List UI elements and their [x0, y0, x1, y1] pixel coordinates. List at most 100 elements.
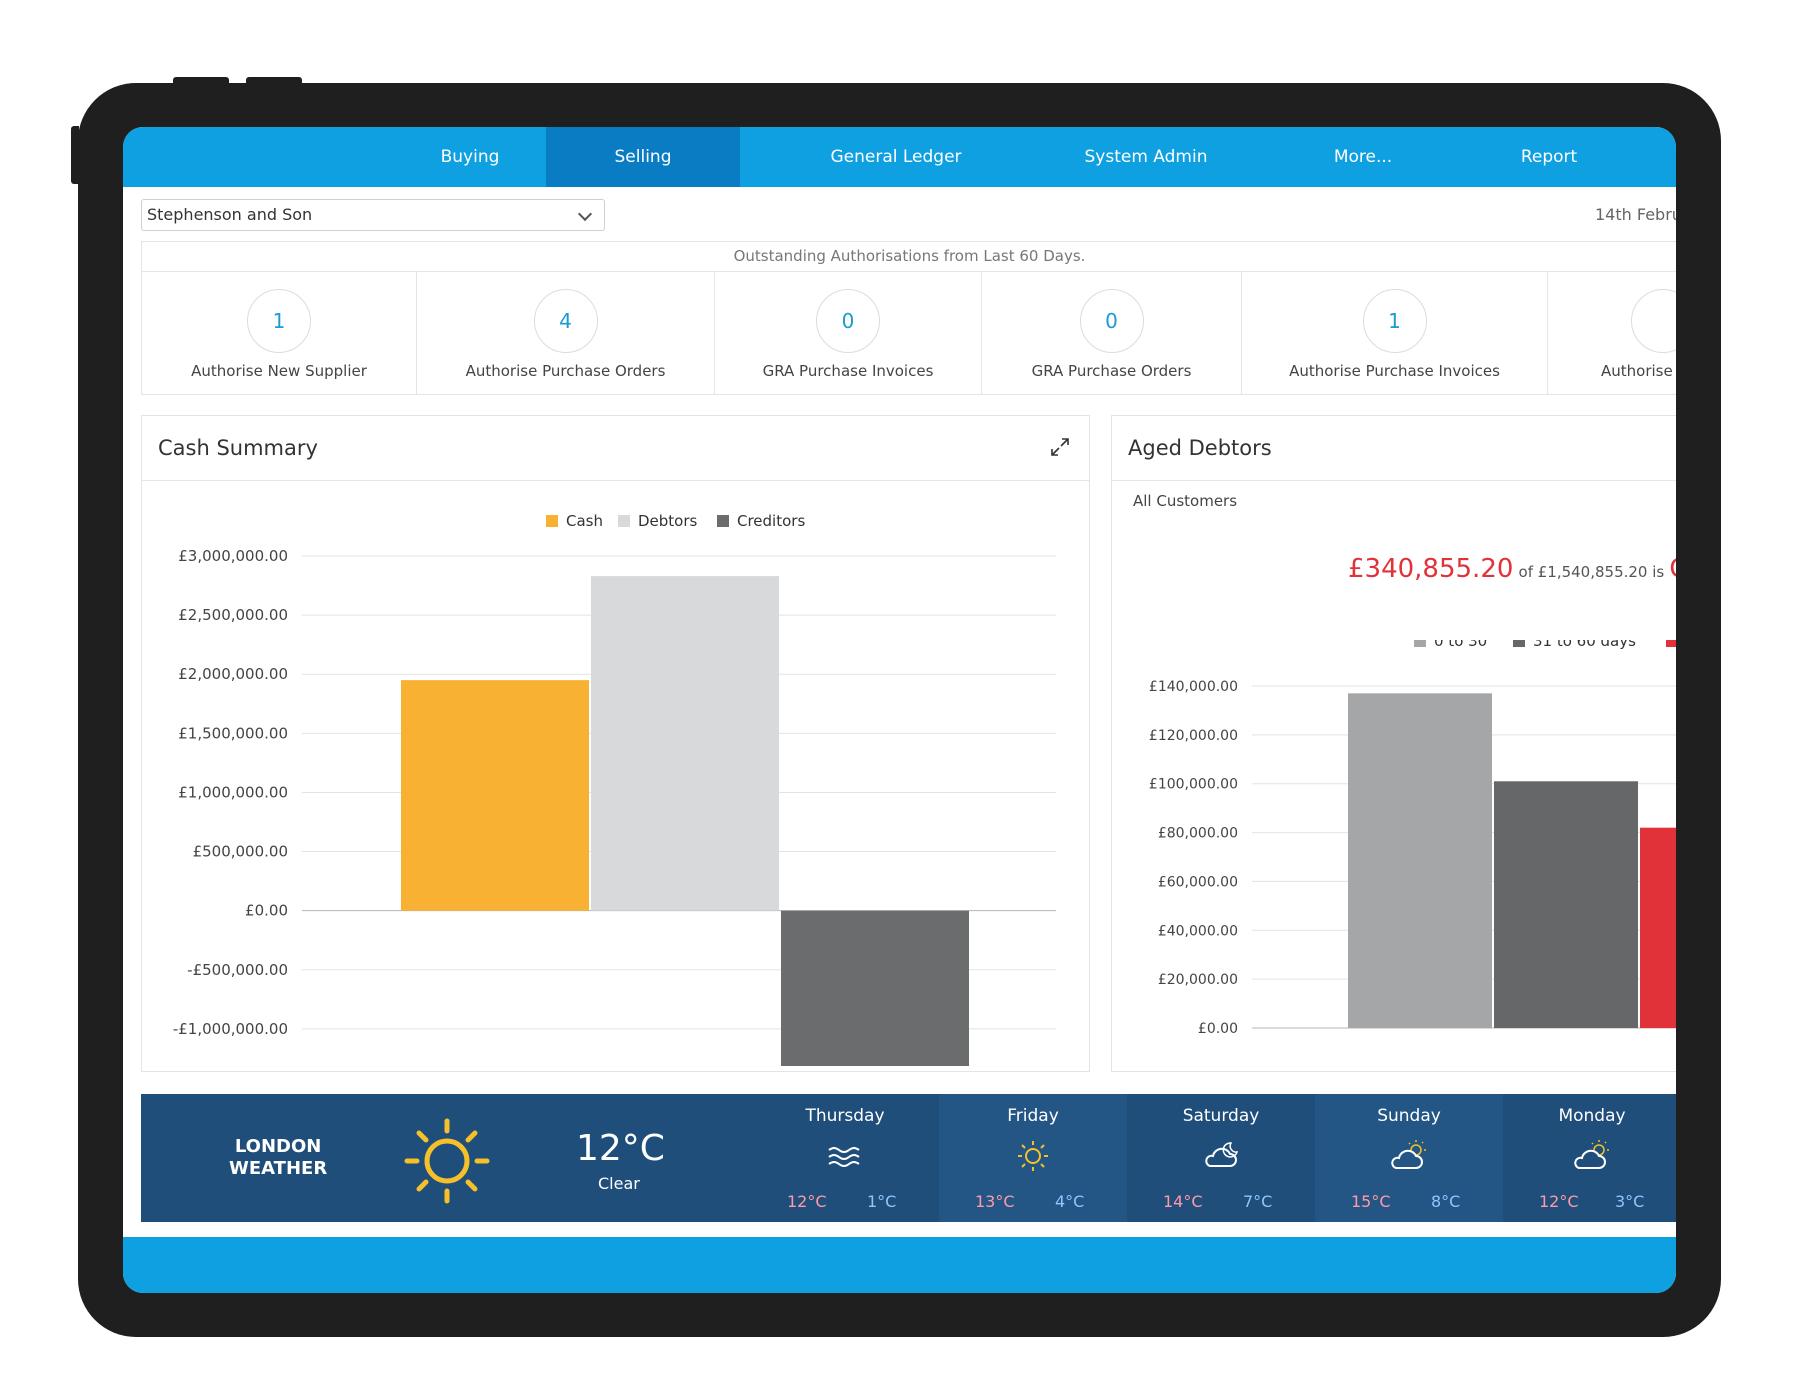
- aged-debtors-panel: Aged Debtors All Customers £340,855.20 o…: [1111, 415, 1676, 1072]
- y-tick-label: £2,500,000.00: [178, 606, 288, 624]
- device-button-side: [71, 126, 79, 184]
- nav-selling[interactable]: Selling: [546, 127, 740, 187]
- forecast-day-name: Sunday: [1377, 1106, 1441, 1126]
- nav-report[interactable]: Report: [1520, 147, 1578, 167]
- forecast-high: 15°C: [1351, 1192, 1391, 1211]
- auth-label: Authorise New Supplier: [191, 362, 367, 380]
- y-tick-label: £3,000,000.00: [178, 547, 288, 565]
- auth-count: [1631, 289, 1676, 353]
- nav-more[interactable]: More...: [1333, 147, 1393, 167]
- auth-label: GRA Purchase Invoices: [762, 362, 934, 380]
- weather-widget: LONDON WEATHER 12°C Clear Thursday: [141, 1094, 1676, 1222]
- overdue-total-text: of £1,540,855.20 is: [1518, 563, 1665, 581]
- forecast-low: 7°C: [1243, 1192, 1273, 1211]
- forecast-low: 4°C: [1055, 1192, 1085, 1211]
- tablet-screen: Buying Selling General Ledger System Adm…: [123, 127, 1676, 1293]
- auth-label: Authorise Purchase Orders: [465, 362, 666, 380]
- cash-summary-panel: Cash Summary £3,000,000.00 £2,500,000.00 £…: [141, 415, 1090, 1072]
- forecast-day-name: Thursday: [805, 1106, 885, 1126]
- overdue-summary: £340,855.20 of £1,540,855.20 is Ov: [1348, 554, 1676, 584]
- device-button-top-2: [246, 77, 302, 85]
- cash-summary-chart: £3,000,000.00 £2,500,000.00 £2,000,000.00 £…: [173, 512, 1056, 1066]
- y-tick-label: £100,000.00: [1149, 777, 1238, 793]
- cash-summary-title: Cash Summary: [158, 436, 318, 460]
- y-tick-label: £80,000.00: [1158, 826, 1238, 842]
- current-temperature: 12°C: [576, 1128, 665, 1169]
- forecast-high: 13°C: [975, 1192, 1015, 1211]
- authorisations-panel: Outstanding Authorisations from Last 60 …: [141, 241, 1676, 395]
- partly-cloudy-icon: [1391, 1140, 1426, 1169]
- auth-label: Authorise S: [1601, 362, 1676, 380]
- auth-item-partial[interactable]: Authorise S: [1548, 272, 1676, 394]
- auth-count: 1: [247, 289, 311, 353]
- forecast-day-name: Monday: [1558, 1106, 1626, 1126]
- weather-city: LONDON WEATHER: [229, 1136, 327, 1180]
- auth-item-new-supplier[interactable]: 1 Authorise New Supplier: [142, 272, 417, 394]
- legend-swatch: [1414, 640, 1426, 647]
- auth-label: GRA Purchase Orders: [1031, 362, 1192, 380]
- auth-count: 0: [816, 289, 880, 353]
- customer-filter[interactable]: All Customers: [1133, 492, 1238, 510]
- auth-item-purchase-orders[interactable]: 4 Authorise Purchase Orders: [417, 272, 715, 394]
- bar-debtors: [591, 576, 779, 911]
- forecast-day: Thursday 12°C 1°C: [751, 1094, 939, 1222]
- y-tick-label: £1,500,000.00: [178, 724, 288, 742]
- panel-divider: [1112, 480, 1676, 481]
- forecast-day: Monday 12°C 3°C: [1503, 1094, 1676, 1222]
- forecast-day: Sunday 15°C 8°C: [1315, 1094, 1503, 1222]
- forecast-low: 1°C: [867, 1192, 897, 1211]
- authorisations-title: Outstanding Authorisations from Last 60 …: [142, 242, 1676, 272]
- nav-general-ledger[interactable]: General Ledger: [830, 147, 962, 167]
- auth-label: Authorise Purchase Invoices: [1289, 362, 1500, 380]
- y-tick-label: £0.00: [245, 902, 288, 920]
- nav-system-admin[interactable]: System Admin: [1084, 147, 1208, 167]
- legend-swatch: [1513, 640, 1525, 647]
- bar-31-to-60-days: [1494, 781, 1638, 1028]
- aged-debtors-title: Aged Debtors: [1128, 436, 1272, 460]
- bottom-bar: [123, 1237, 1676, 1293]
- nav-buying[interactable]: Buying: [440, 147, 500, 167]
- legend-label: Cash: [566, 512, 603, 530]
- y-tick-label: £60,000.00: [1158, 874, 1238, 890]
- forecast-low: 3°C: [1615, 1192, 1645, 1211]
- bar-cash: [401, 680, 589, 911]
- y-tick-label: £0.00: [1198, 1021, 1238, 1037]
- legend-swatch: [1666, 640, 1676, 647]
- weather-label: WEATHER: [229, 1158, 328, 1179]
- auth-count: 4: [533, 289, 598, 353]
- forecast-day: Friday 13°C 4°C: [939, 1094, 1127, 1222]
- sun-icon: [1018, 1141, 1048, 1171]
- overdue-amount: £340,855.20: [1348, 554, 1514, 584]
- y-tick-label: £1,000,000.00: [178, 783, 288, 801]
- auth-item-gra-purchase-invoices[interactable]: 0 GRA Purchase Invoices: [715, 272, 982, 394]
- bar-0-to-30: [1348, 693, 1492, 1028]
- legend-swatch: [717, 515, 729, 527]
- forecast-low: 8°C: [1431, 1192, 1461, 1211]
- panel-divider: [142, 480, 1089, 481]
- y-tick-label: £20,000.00: [1158, 972, 1238, 988]
- auth-count: 1: [1362, 289, 1427, 353]
- cloud-moon-icon: [1205, 1142, 1239, 1167]
- auth-item-purchase-invoices[interactable]: 1 Authorise Purchase Invoices: [1242, 272, 1548, 394]
- bar-creditors: [781, 910, 969, 1066]
- forecast-high: 12°C: [1539, 1192, 1579, 1211]
- y-tick-label: -£500,000.00: [187, 961, 288, 979]
- date-display: 14th Febru: [1595, 205, 1676, 224]
- y-tick-label: £120,000.00: [1149, 728, 1238, 744]
- company-select-value: Stephenson and Son: [147, 205, 313, 224]
- legend-label: 31 to 60 days: [1533, 640, 1636, 650]
- current-condition: Clear: [598, 1174, 640, 1193]
- auth-item-gra-purchase-orders[interactable]: 0 GRA Purchase Orders: [982, 272, 1242, 394]
- weather-city-name: LONDON: [234, 1136, 322, 1157]
- y-tick-label: £500,000.00: [193, 843, 288, 861]
- fog-icon: [828, 1147, 860, 1167]
- expand-icon[interactable]: [1049, 436, 1071, 458]
- top-navigation: Buying Selling General Ledger System Adm…: [123, 127, 1676, 187]
- company-select[interactable]: Stephenson and Son: [141, 199, 605, 231]
- y-tick-label: £2,000,000.00: [178, 665, 288, 683]
- partly-cloudy-icon: [1574, 1140, 1609, 1169]
- tablet-frame: Buying Selling General Ledger System Adm…: [78, 83, 1721, 1337]
- forecast-day-name: Saturday: [1182, 1106, 1260, 1126]
- forecast-day: Saturday 14°C 7°C: [1127, 1094, 1315, 1222]
- legend-label: Creditors: [737, 512, 805, 530]
